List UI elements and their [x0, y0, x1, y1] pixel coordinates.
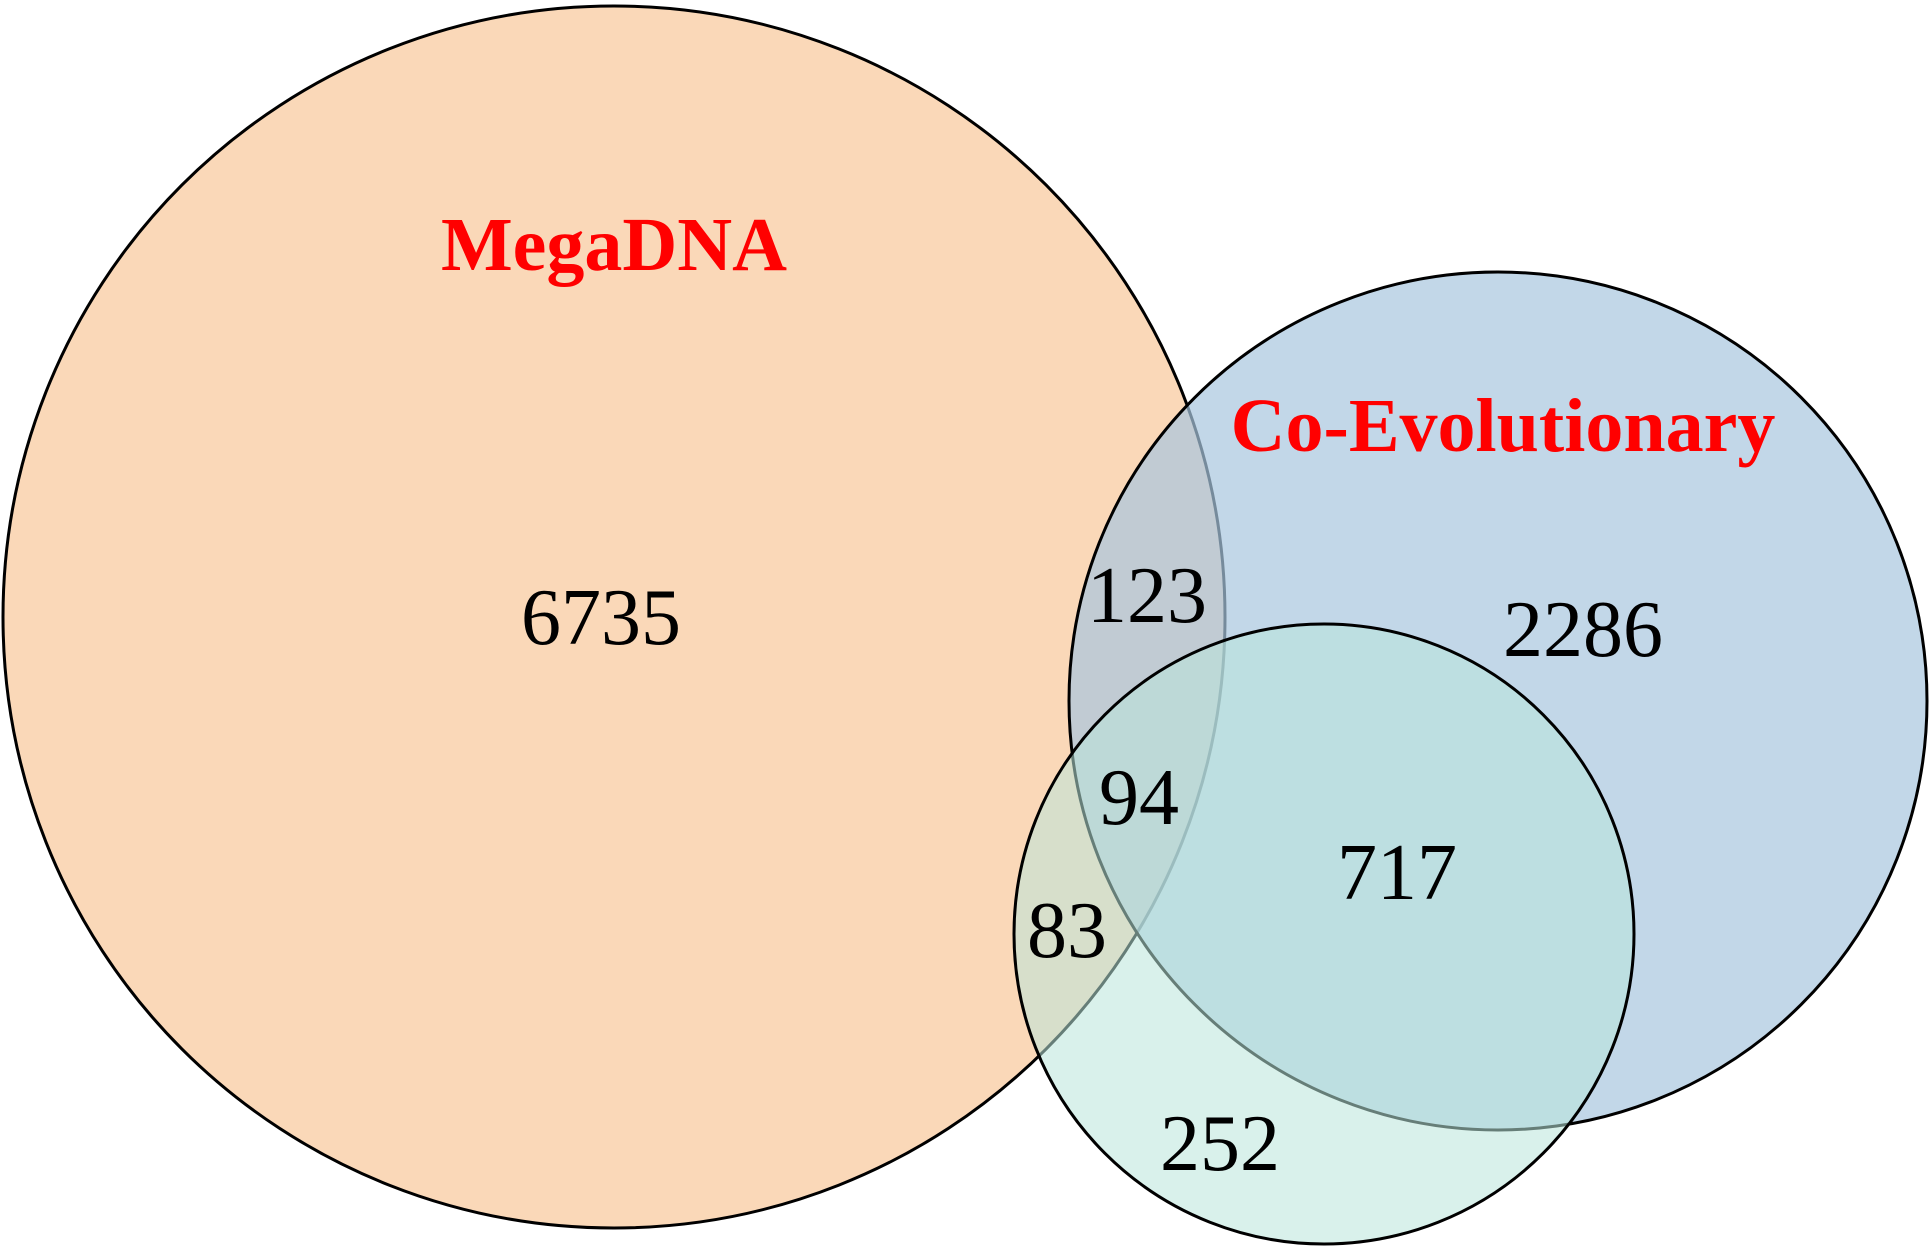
megadna-label: MegaDNA — [441, 203, 787, 287]
count-coevolutionary-only: 2286 — [1503, 586, 1663, 674]
count-megadna-coevolutionary: 123 — [1087, 552, 1207, 640]
count-third-only: 252 — [1160, 1100, 1280, 1188]
count-all-three: 94 — [1099, 754, 1179, 842]
count-megadna-only: 6735 — [521, 574, 681, 662]
count-coevolutionary-third: 717 — [1337, 829, 1457, 917]
third-set-circle — [1012, 622, 1636, 1246]
coevolutionary-label: Co-Evolutionary — [1231, 384, 1776, 468]
count-megadna-third: 83 — [1027, 887, 1107, 975]
